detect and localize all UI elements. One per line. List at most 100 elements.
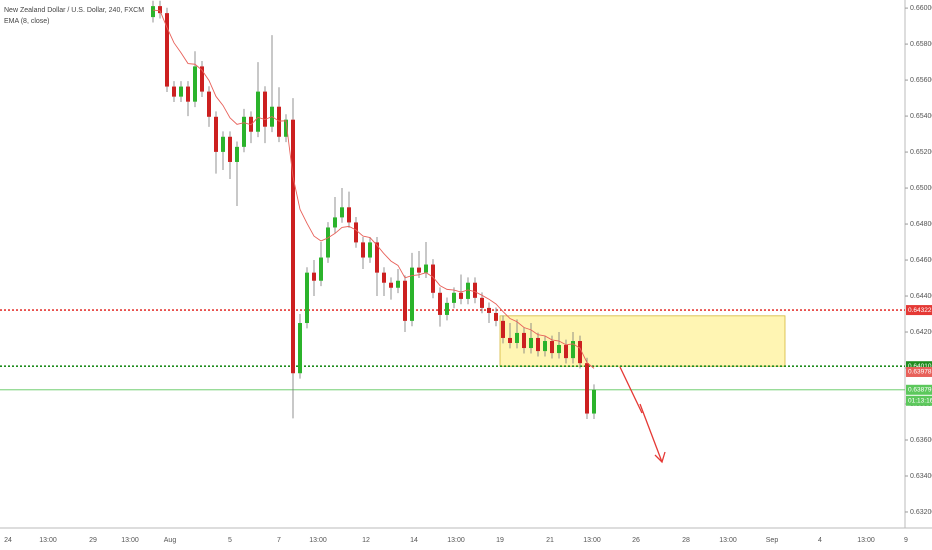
candle-body [186,86,190,102]
candle-body [347,207,351,223]
candle-body [403,280,407,321]
price-label-bg [906,384,932,395]
candle-body [445,302,449,315]
x-tick-label: 26 [632,537,640,544]
y-tick-label: 0.63200 [910,509,932,516]
price-label-bg [906,366,932,377]
x-tick-label: 21 [546,537,554,544]
candle-body [256,91,260,132]
candle-body [508,337,512,344]
candle-body [452,292,456,303]
plot-area [0,0,905,419]
x-tick-label: 7 [277,537,281,544]
candle-body [368,242,372,258]
candle-body [473,282,477,298]
x-tick-label: 13:00 [121,537,139,544]
candle-body [396,280,400,288]
zone [499,315,786,367]
candle-body [326,227,330,258]
candle-body [564,344,568,359]
candle-body [487,307,491,313]
candle-body [536,337,540,352]
x-tick-label: 5 [228,537,232,544]
x-tick-label: 13:00 [857,537,875,544]
candle-body [529,337,533,349]
candle-body [263,91,267,127]
candle-body [284,119,288,137]
price-label: 0.64010 [908,363,932,370]
candle-body [501,320,505,338]
candle-body [228,136,232,162]
x-tick-label: Aug [164,537,177,544]
candle-body [214,116,218,152]
candle-body [312,272,316,281]
candle-body [550,341,554,354]
candle-body [291,119,295,374]
candle-body [207,91,211,117]
candle-body [417,267,421,273]
candle-body [557,344,561,354]
price-label-bg [906,305,932,316]
candle-body [466,282,470,299]
candle-body [277,106,281,137]
candle-body [319,257,323,281]
x-tick-label: 28 [682,537,690,544]
price-label-bg [906,395,932,406]
candle-body [522,332,526,349]
x-tick-label: 13:00 [309,537,327,544]
x-tick-label: 4 [818,537,822,544]
price-label: 0.64322 [908,307,932,314]
candle-body [179,86,183,97]
candle-body [382,272,386,283]
x-tick-label: 13:00 [447,537,465,544]
x-tick-label: 13:00 [719,537,737,544]
candle-body [389,282,393,288]
x-tick-label: 13:00 [39,537,57,544]
arrow-segment [619,366,643,414]
x-tick-label: 29 [89,537,97,544]
drawn-arrow [619,366,666,464]
candle-body [158,6,162,14]
candle-body [333,217,337,228]
candle-body [242,116,246,147]
candle-body [494,312,498,321]
candle-body [193,66,197,102]
x-tick-label: 12 [362,537,370,544]
x-tick-label: 14 [410,537,418,544]
ema-line [152,9,595,369]
candle-body [340,207,344,218]
candle-body [221,136,225,152]
candle-body [438,292,442,315]
candle-body [459,292,463,299]
candle-body [515,332,519,344]
x-tick-label: 24 [4,537,12,544]
candle-body [410,267,414,321]
candle-body [571,341,575,359]
candle-body [298,323,302,374]
indicator-label: EMA (8, close) [4,18,50,25]
candle-body [172,86,176,97]
candle-body [354,222,358,243]
candle-body [431,264,435,293]
candle-body [235,146,239,162]
x-tick-label: 9 [904,537,908,544]
candle-body [305,272,309,324]
candle-body [361,242,365,258]
candle-body [543,341,547,352]
candle-body [375,242,379,273]
x-tick-label: Sep [766,537,779,544]
candle-body [578,341,582,364]
candle-body [165,13,169,87]
candle-body [151,6,155,18]
chart-title: New Zealand Dollar / U.S. Dollar, 240, F… [4,7,144,14]
